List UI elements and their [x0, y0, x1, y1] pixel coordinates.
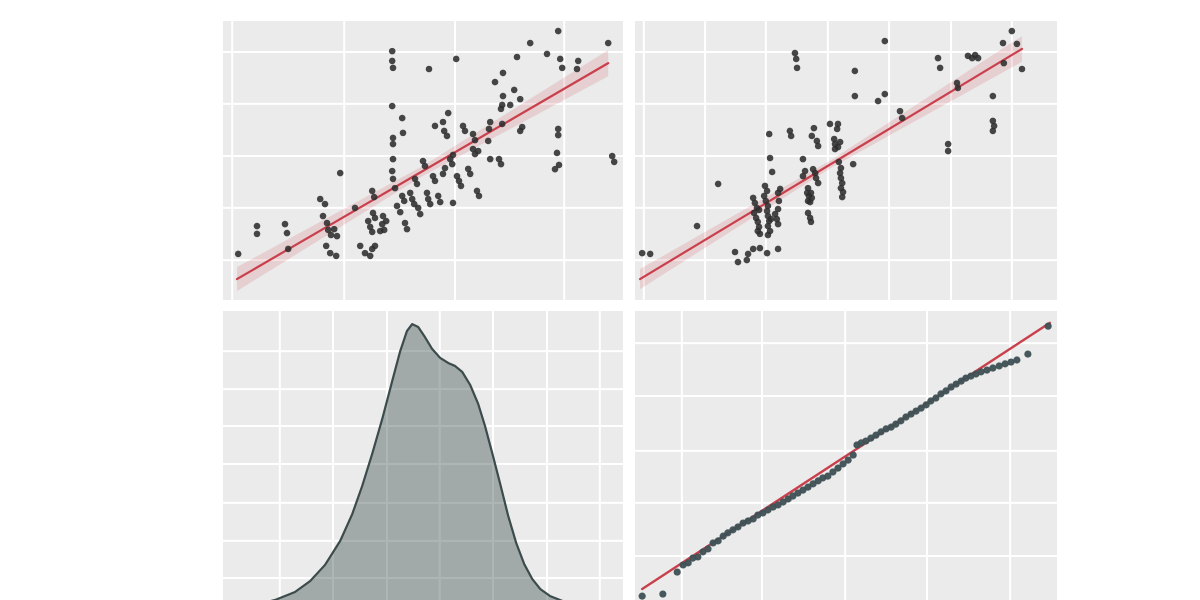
qq-plot-panel: [635, 311, 1057, 600]
density-chart: [223, 311, 623, 600]
scatter-fit-chart-2: [635, 21, 1057, 300]
scatter-fit-panel-top-left: [223, 21, 623, 300]
qq-plot-chart: [635, 311, 1057, 600]
scatter-fit-panel-top-right: [635, 21, 1057, 300]
density-panel: [223, 311, 623, 600]
scatter-fit-chart-1: [223, 21, 623, 300]
